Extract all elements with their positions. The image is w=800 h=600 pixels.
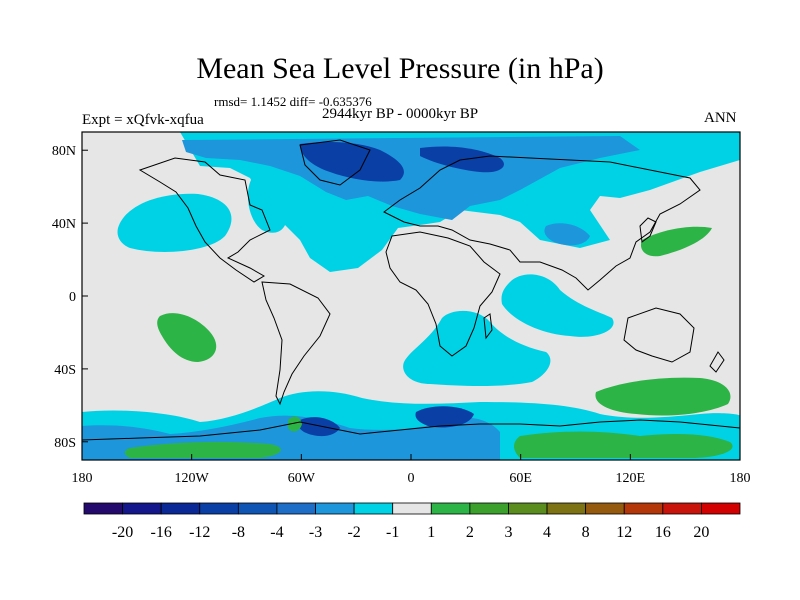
colorbar-label: 16 [655,524,671,541]
coast-north-america [138,157,271,283]
anomaly-arctic-blue [182,136,640,220]
map-title: Mean Sea Level Pressure (in hPa) [196,52,604,85]
colorbar-label: -1 [386,524,399,541]
x-tick-label: 120E [616,471,646,486]
colorbar-swatch [623,502,664,515]
colorbar-label: 8 [582,524,590,541]
season-label: ANN [704,110,737,126]
x-axis: 180 120W 60W 0 60E 120E 180 [72,454,751,486]
colorbar-label: -3 [309,524,322,541]
colorbar-swatch [392,502,432,515]
map-field [82,132,740,460]
y-tick-label: 40N [52,217,76,232]
anomaly-east-asia-blue [544,223,590,246]
x-tick-label: 60E [509,471,532,486]
x-tick-label: 180 [730,471,751,486]
anomaly-weddell-darkblue [297,417,340,437]
colorbar-label: -20 [112,524,133,541]
colorbar-swatch [546,502,587,515]
coast-africa [385,231,501,357]
colorbar-label: 1 [427,524,435,541]
anomaly-nw-pacific-green [640,226,712,257]
colorbar-label: 4 [543,524,551,541]
experiment-label: Expt = xQfvk-xqfua [82,112,204,128]
colorbar-label: 20 [693,524,709,541]
colorbar-swatch [469,502,509,515]
colorbar-swatch [585,502,625,515]
colorbar-swatch [122,502,162,515]
coast-antarctica [82,419,740,441]
colorbar-swatch [508,502,548,515]
colorbar-label: -4 [270,524,283,541]
anomaly-atlantic-cyan [247,177,287,233]
x-tick-label: 60W [288,471,316,486]
coast-south-america [261,281,331,406]
coast-eurasia [383,155,701,291]
x-tick-label: 180 [72,471,93,486]
colorbar-swatch [353,502,394,515]
coast-new-zealand [709,351,725,373]
colorbar-label: -8 [232,524,245,541]
y-axis: 80N 40N 0 40S 80S [52,144,88,451]
anomaly-south-atlantic-darkblue [415,406,474,428]
y-tick-label: 40S [54,363,76,378]
colorbar-swatch [430,502,471,515]
y-tick-label: 80S [54,436,76,451]
coast-greenland [299,139,371,186]
colorbar-swatch [662,502,702,515]
coast-australia [623,307,695,363]
anomaly-south-indian-green [595,377,731,416]
colorbar-swatch [701,502,741,515]
colorbar-swatch [83,502,123,515]
period-label: 2944kyr BP - 0000kyr BP [322,106,479,122]
colorbar-swatch [160,502,201,515]
coastlines [82,139,740,441]
anomaly-indian-cyan [501,274,614,337]
colorbar: -20 -16 -12 -8 -4 -3 -2 -1 1 2 3 4 8 12 16 20 [83,502,741,541]
x-tick-label: 120W [175,471,210,486]
anomaly-south-pacific-green [157,313,217,362]
y-tick-label: 0 [69,290,76,305]
colorbar-swatch [199,502,239,515]
colorbar-label: -16 [151,524,172,541]
colorbar-label: 2 [466,524,474,541]
colorbar-label: -2 [347,524,360,541]
colorbar-label: 3 [504,524,512,541]
colorbar-label: 12 [616,524,632,541]
colorbar-swatch [315,502,355,515]
x-tick-label: 0 [408,471,415,486]
anomaly-antarctica-green-3 [288,416,302,432]
anomaly-south-africa-cyan [403,310,551,386]
stats-readout: rmsd= 1.1452 diff= -0.635376 [214,94,372,109]
colorbar-swatch [276,502,316,515]
y-tick-label: 80N [52,144,76,159]
anomaly-antarctica-green-2 [124,441,281,458]
anomaly-antarctica-green-1 [514,431,733,458]
coast-madagascar [483,313,493,340]
colorbar-swatch [237,502,278,515]
colorbar-label: -12 [189,524,210,541]
coast-japan [639,217,657,243]
anomaly-greenland-darkblue [300,142,404,182]
